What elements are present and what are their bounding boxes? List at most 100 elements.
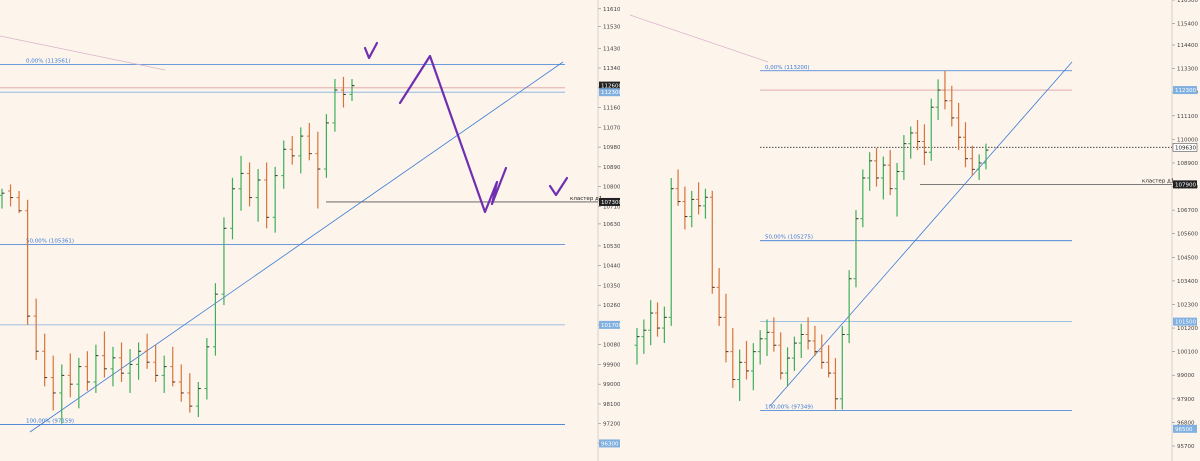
- axis-tick-label: 103400: [1177, 279, 1198, 285]
- price-axis: 1161001153001143001134001125001116001107…: [598, 7, 620, 447]
- price-tag-label: 101700: [601, 323, 620, 329]
- price-bar: [33, 298, 39, 361]
- left-price-chart: 1161001153001143001134001125001116001107…: [0, 0, 620, 461]
- axis-tick-label: 95700: [1177, 444, 1195, 450]
- price-bar: [976, 154, 982, 181]
- price-bar: [832, 358, 838, 410]
- axis-tick-label: 108000: [603, 185, 620, 191]
- price-bar: [860, 169, 866, 228]
- cluster-label: кластер д1: [1142, 178, 1174, 184]
- price-tag: [599, 88, 620, 97]
- axis-tick-label: 110700: [603, 125, 620, 131]
- price-bar: [771, 317, 777, 352]
- price-bar: [983, 143, 989, 170]
- price-bar: [84, 351, 90, 391]
- axis-tick-label: 105600: [1177, 232, 1198, 238]
- axis-tick-label: 116100: [603, 7, 620, 13]
- price-bar: [323, 114, 329, 178]
- price-bar: [764, 319, 770, 356]
- price-bar: [915, 120, 921, 151]
- axis-tick-label: 99900: [603, 362, 620, 368]
- price-tag: [1173, 317, 1197, 326]
- price-bar: [340, 76, 346, 108]
- price-bar: [298, 127, 304, 174]
- price-bar: [956, 102, 962, 151]
- price-bar: [238, 155, 244, 211]
- axis-tick-label: 105300: [603, 244, 620, 250]
- level-label: 0,00% (113200): [765, 65, 810, 71]
- price-bar: [178, 364, 184, 402]
- price-tag: [599, 320, 620, 329]
- price-bar: [8, 184, 14, 207]
- price-bar: [59, 364, 65, 424]
- price-bar: [949, 85, 955, 127]
- price-bar: [750, 343, 756, 391]
- price-tag: [1173, 424, 1197, 433]
- price-bar: [93, 344, 99, 393]
- right-price-chart: 1165001154001144001133001122001111001100…: [629, 0, 1198, 461]
- price-bar: [50, 355, 56, 411]
- price-tag-label: 96300: [601, 441, 619, 447]
- axis-tick-label: 99000: [1177, 373, 1195, 379]
- price-bar: [682, 186, 688, 230]
- price-tag-label: 112300: [1175, 88, 1196, 94]
- axis-tick-label: 96800: [1177, 420, 1195, 426]
- price-bar: [853, 210, 859, 288]
- price-bar: [723, 293, 729, 363]
- price-bar: [867, 152, 873, 191]
- price-bar: [696, 182, 702, 215]
- price-bar: [716, 268, 722, 326]
- axis-tick-label: 100800: [603, 343, 620, 349]
- trend-line: [29, 61, 564, 433]
- level-label: 0,00% (113561): [26, 59, 71, 65]
- trend-line: [769, 61, 1073, 407]
- price-bar: [880, 156, 886, 200]
- price-bar: [229, 177, 235, 240]
- axis-tick-label: 115400: [1177, 22, 1198, 28]
- axis-tick-label: 113300: [1177, 67, 1198, 73]
- price-bar: [101, 331, 107, 378]
- price-bar: [819, 334, 825, 369]
- price-axis: 1165001154001144001133001122001111001100…: [1172, 0, 1198, 450]
- price-bar: [805, 317, 811, 350]
- level-label: 100,00% (97349): [765, 405, 813, 411]
- price-bar: [306, 122, 312, 161]
- axis-tick-label: 108900: [1177, 161, 1198, 167]
- axis-tick-label: 114300: [603, 46, 620, 52]
- price-bar: [161, 355, 167, 393]
- axis-tick-label: 100100: [1177, 350, 1198, 356]
- price-tag-label: 112600: [601, 84, 620, 90]
- price-bar: [76, 357, 82, 409]
- price-bar: [655, 302, 661, 337]
- price-bar: [110, 346, 116, 387]
- price-bar: [702, 188, 708, 219]
- price-bar: [675, 169, 681, 206]
- price-tag: [599, 81, 620, 90]
- price-bar: [962, 122, 968, 168]
- price-tag: [1172, 143, 1198, 152]
- price-bar: [791, 336, 797, 371]
- price-bar: [935, 79, 941, 121]
- axis-tick-label: 101200: [1177, 326, 1198, 332]
- price-bar: [119, 342, 125, 382]
- axis-tick-label: 116500: [1177, 0, 1198, 4]
- level-label: 50,00% (105275): [765, 235, 813, 241]
- axis-tick-label: 108900: [603, 165, 620, 171]
- axis-tick-label: 104500: [1177, 255, 1198, 261]
- price-bar: [315, 131, 321, 209]
- price-bar: [648, 300, 654, 346]
- price-bar: [25, 199, 31, 325]
- level-label: 50,00% (105361): [26, 239, 74, 245]
- price-bar: [743, 340, 749, 380]
- price-tag-label: 107300: [601, 200, 620, 206]
- price-bar: [212, 283, 218, 356]
- axis-tick-label: 99000: [603, 382, 620, 388]
- faint-diagonal: [629, 14, 769, 63]
- price-bar: [255, 169, 261, 222]
- price-bar: [709, 190, 715, 294]
- faint-diagonal: [0, 35, 166, 71]
- axis-tick-label: 113400: [603, 66, 620, 72]
- axis-tick-label: 97900: [1177, 397, 1195, 403]
- price-bar: [730, 328, 736, 389]
